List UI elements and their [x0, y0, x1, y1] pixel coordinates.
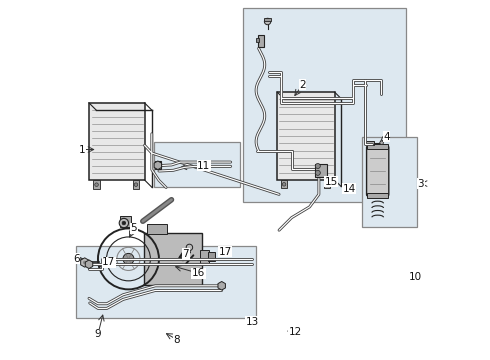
FancyBboxPatch shape [368, 144, 388, 149]
Text: 12: 12 [289, 327, 302, 337]
Circle shape [265, 18, 271, 25]
Circle shape [95, 183, 98, 186]
FancyBboxPatch shape [315, 164, 327, 177]
Circle shape [83, 261, 87, 264]
Circle shape [282, 183, 286, 186]
Circle shape [119, 219, 128, 228]
Text: 5: 5 [130, 224, 137, 233]
FancyBboxPatch shape [76, 246, 256, 318]
FancyBboxPatch shape [243, 8, 406, 202]
Text: 11: 11 [197, 161, 210, 171]
FancyBboxPatch shape [367, 145, 389, 197]
FancyBboxPatch shape [153, 142, 240, 187]
FancyBboxPatch shape [120, 216, 131, 226]
Text: 17: 17 [102, 257, 115, 267]
Text: 10: 10 [409, 272, 422, 282]
Circle shape [122, 221, 125, 225]
Text: 3: 3 [417, 179, 424, 189]
Circle shape [186, 244, 193, 251]
FancyBboxPatch shape [362, 137, 417, 226]
Text: 1: 1 [78, 144, 85, 154]
FancyBboxPatch shape [144, 233, 202, 285]
Text: 17: 17 [219, 247, 232, 257]
FancyBboxPatch shape [256, 38, 259, 42]
FancyBboxPatch shape [277, 92, 335, 180]
FancyBboxPatch shape [368, 193, 388, 198]
Circle shape [315, 170, 320, 175]
Text: 7: 7 [182, 248, 189, 258]
FancyBboxPatch shape [155, 161, 161, 169]
Text: 13: 13 [245, 317, 259, 327]
FancyBboxPatch shape [93, 180, 100, 189]
FancyBboxPatch shape [147, 224, 167, 234]
Text: 6: 6 [73, 254, 80, 264]
FancyBboxPatch shape [208, 252, 215, 261]
Text: 14: 14 [343, 184, 356, 194]
FancyBboxPatch shape [200, 250, 209, 264]
Circle shape [134, 183, 138, 186]
Circle shape [325, 183, 329, 186]
Circle shape [123, 253, 134, 264]
FancyBboxPatch shape [89, 103, 145, 180]
FancyBboxPatch shape [324, 180, 330, 188]
FancyBboxPatch shape [281, 180, 287, 188]
FancyBboxPatch shape [264, 18, 271, 21]
Text: 4: 4 [383, 132, 390, 142]
Circle shape [315, 163, 320, 168]
FancyBboxPatch shape [366, 140, 374, 145]
Text: 16: 16 [192, 268, 205, 278]
Text: 15: 15 [324, 177, 338, 187]
Text: 9: 9 [95, 329, 101, 339]
Circle shape [380, 141, 383, 144]
Text: 8: 8 [173, 334, 180, 345]
Text: 2: 2 [299, 80, 306, 90]
FancyBboxPatch shape [133, 180, 139, 189]
FancyBboxPatch shape [258, 35, 264, 47]
